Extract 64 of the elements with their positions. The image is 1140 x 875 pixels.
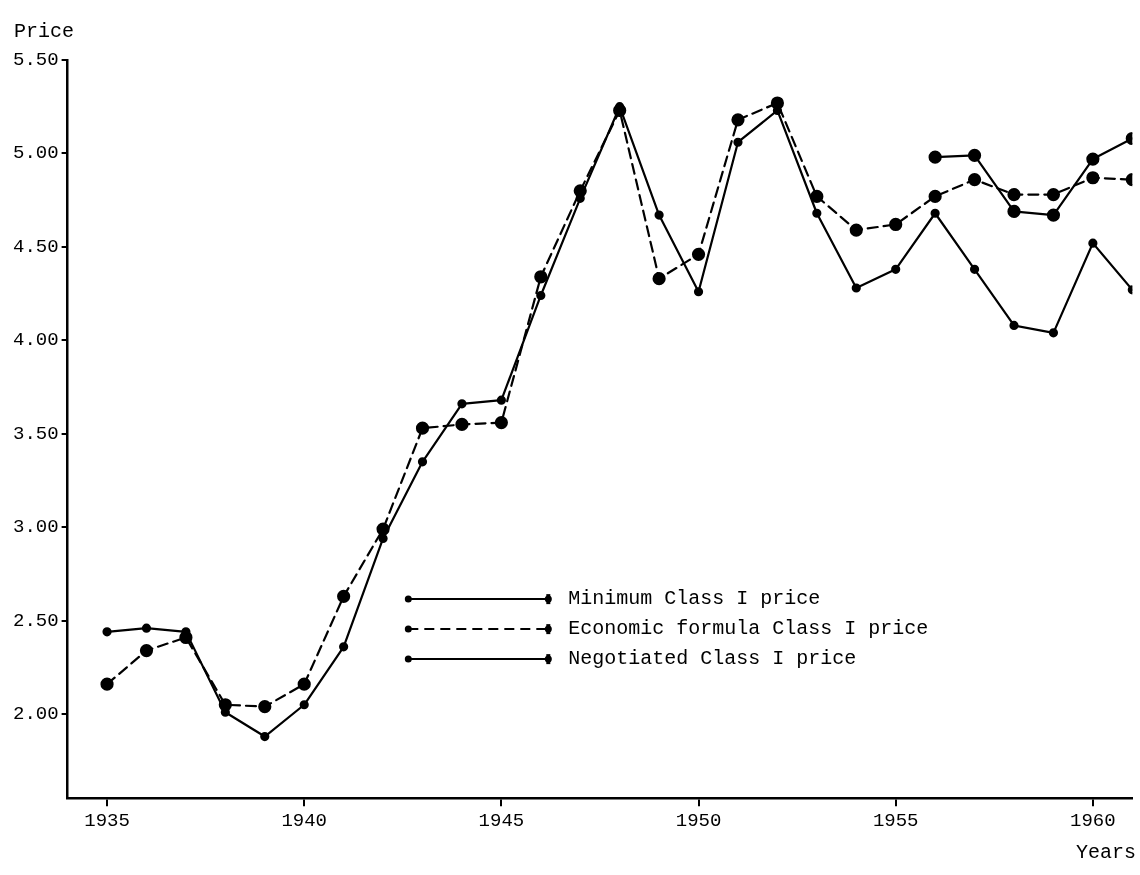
- point: [1046, 208, 1061, 222]
- point: [891, 264, 901, 274]
- point: [1088, 238, 1098, 248]
- legend-label: Minimum Class I price: [568, 587, 821, 611]
- y-tick-label: 3.00: [13, 516, 59, 539]
- point: [260, 731, 270, 742]
- point: [415, 421, 430, 435]
- point: [928, 150, 942, 164]
- point: [337, 589, 351, 603]
- point: [457, 399, 467, 409]
- point: [100, 677, 114, 691]
- point: [849, 223, 863, 237]
- point: [851, 283, 861, 293]
- point: [494, 415, 508, 430]
- legend-label: Economic formula Class I price: [568, 617, 929, 641]
- y-tick-label: 3.50: [13, 422, 59, 445]
- y-tick-label: 5.50: [13, 49, 59, 72]
- point: [102, 627, 112, 637]
- x-tick-label: 1945: [478, 809, 525, 832]
- point: [810, 189, 824, 204]
- x-tick-label: 1950: [675, 809, 722, 832]
- point: [1046, 187, 1061, 202]
- x-tick-label: 1960: [1070, 809, 1116, 832]
- point: [139, 643, 154, 658]
- point: [967, 173, 982, 187]
- point: [928, 189, 942, 204]
- point: [534, 270, 548, 284]
- point: [693, 287, 704, 297]
- point: [1086, 171, 1100, 185]
- y-axis-title: Price: [14, 20, 75, 44]
- y-tick-label: 5.00: [13, 142, 59, 165]
- x-tick-label: 1940: [281, 809, 328, 832]
- x-tick-label: 1955: [872, 809, 919, 832]
- legend-label: Negotiated Class I price: [568, 647, 857, 671]
- y-tick-label: 2.50: [13, 609, 59, 632]
- point: [417, 457, 428, 467]
- point: [339, 642, 349, 652]
- point: [455, 417, 469, 432]
- point: [299, 700, 309, 710]
- point: [691, 247, 706, 261]
- y-tick-label: 4.00: [13, 329, 59, 352]
- point: [969, 264, 980, 274]
- point: [812, 208, 822, 218]
- y-tick-label: 2.00: [13, 703, 59, 726]
- point: [141, 623, 152, 633]
- point: [1086, 152, 1100, 166]
- x-axis-title: Years: [1075, 841, 1136, 865]
- point: [733, 137, 743, 147]
- point: [536, 290, 546, 301]
- point: [731, 113, 745, 127]
- point: [1048, 328, 1059, 338]
- point: [889, 217, 903, 232]
- point: [930, 208, 940, 218]
- x-tick-label: 1935: [84, 809, 130, 832]
- point: [496, 395, 506, 405]
- point: [652, 272, 666, 286]
- y-tick-label: 4.50: [13, 235, 59, 258]
- point: [1007, 204, 1021, 218]
- point: [297, 677, 311, 691]
- point: [1009, 320, 1019, 330]
- point: [258, 700, 272, 714]
- point: [1007, 187, 1021, 202]
- point: [967, 148, 982, 162]
- point: [654, 210, 664, 220]
